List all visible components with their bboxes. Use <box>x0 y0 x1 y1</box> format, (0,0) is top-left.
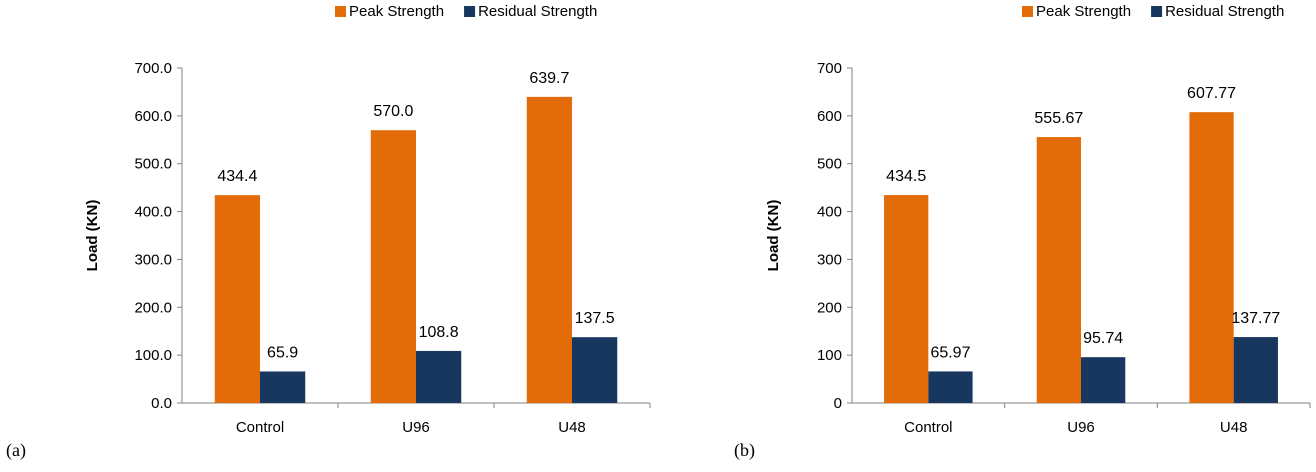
y-tick-label: 300 <box>817 251 842 268</box>
bar-residual-u48 <box>572 337 618 403</box>
bar-peak-u48 <box>526 96 572 404</box>
y-axis-label: Load (KN) <box>84 200 101 272</box>
x-tick-label: Control <box>904 419 952 436</box>
legend-label-residual: Residual Strength <box>1165 3 1284 20</box>
bar-residual-control <box>260 371 306 403</box>
y-tick-label: 200.0 <box>134 299 172 316</box>
data-label-peak-u96: 555.67 <box>1034 110 1083 127</box>
legend-label-peak: Peak Strength <box>349 3 444 20</box>
data-label-peak-control: 434.5 <box>886 168 926 185</box>
y-tick-label: 600 <box>817 108 842 125</box>
y-tick-label: 0 <box>834 395 842 412</box>
legend-swatch-peak <box>335 6 346 17</box>
data-label-residual-control: 65.97 <box>930 344 970 361</box>
data-label-peak-u48: 639.7 <box>529 70 569 87</box>
x-tick-label: U96 <box>1067 419 1095 436</box>
data-label-peak-u48: 607.77 <box>1187 85 1236 102</box>
x-tick-label: U96 <box>402 419 430 436</box>
panel-label: (a) <box>6 440 26 461</box>
y-tick-label: 100.0 <box>134 347 172 364</box>
legend-swatch-residual <box>1151 6 1163 17</box>
y-tick-label: 400.0 <box>134 204 172 221</box>
y-axis-label: Load (KN) <box>765 200 782 272</box>
bar-residual-u48 <box>1233 337 1278 403</box>
bar-residual-u96 <box>1081 357 1126 403</box>
y-tick-label: 0.0 <box>151 395 172 412</box>
data-label-residual-u48: 137.5 <box>575 310 615 327</box>
bar-peak-u96 <box>370 130 416 403</box>
bar-peak-control <box>214 195 260 403</box>
legend-label-peak: Peak Strength <box>1036 3 1131 20</box>
y-tick-label: 300.0 <box>134 251 172 268</box>
y-tick-label: 200 <box>817 299 842 316</box>
x-tick-label: U48 <box>1220 419 1248 436</box>
y-tick-label: 600.0 <box>134 108 172 125</box>
legend-swatch-residual <box>464 6 476 17</box>
panel-label: (b) <box>734 440 755 461</box>
data-label-residual-control: 65.9 <box>267 344 298 361</box>
y-tick-label: 700.0 <box>134 60 172 77</box>
legend-swatch-peak <box>1022 6 1033 17</box>
x-tick-label: U48 <box>558 419 586 436</box>
y-tick-label: 400 <box>817 204 842 221</box>
y-tick-label: 100 <box>817 347 842 364</box>
y-tick-label: 500.0 <box>134 156 172 173</box>
bar-residual-u96 <box>416 350 462 403</box>
y-tick-label: 500 <box>817 156 842 173</box>
y-tick-label: 700 <box>817 60 842 77</box>
data-label-residual-u48: 137.77 <box>1231 310 1280 327</box>
bar-peak-u96 <box>1036 137 1081 404</box>
data-label-peak-control: 434.4 <box>217 168 257 185</box>
x-tick-label: Control <box>236 419 284 436</box>
data-label-residual-u96: 95.74 <box>1083 330 1123 347</box>
legend-label-residual: Residual Strength <box>478 3 597 20</box>
bar-peak-u48 <box>1189 112 1234 403</box>
data-label-residual-u96: 108.8 <box>419 324 459 341</box>
bar-peak-control <box>884 195 929 403</box>
data-label-peak-u96: 570.0 <box>373 103 413 120</box>
bar-residual-control <box>928 371 973 403</box>
